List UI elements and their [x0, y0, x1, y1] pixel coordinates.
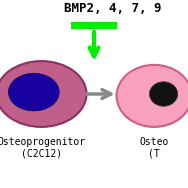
Ellipse shape: [0, 61, 86, 127]
Text: (T: (T: [148, 149, 160, 158]
Ellipse shape: [117, 65, 188, 127]
Text: BMP2, 4, 7, 9: BMP2, 4, 7, 9: [64, 2, 161, 15]
Ellipse shape: [8, 73, 59, 111]
Text: Osteo: Osteo: [139, 137, 169, 147]
Text: Osteoprogenitor: Osteoprogenitor: [0, 137, 85, 147]
Text: (C2C12): (C2C12): [21, 149, 62, 158]
Ellipse shape: [149, 82, 178, 106]
Bar: [71, 22, 117, 29]
